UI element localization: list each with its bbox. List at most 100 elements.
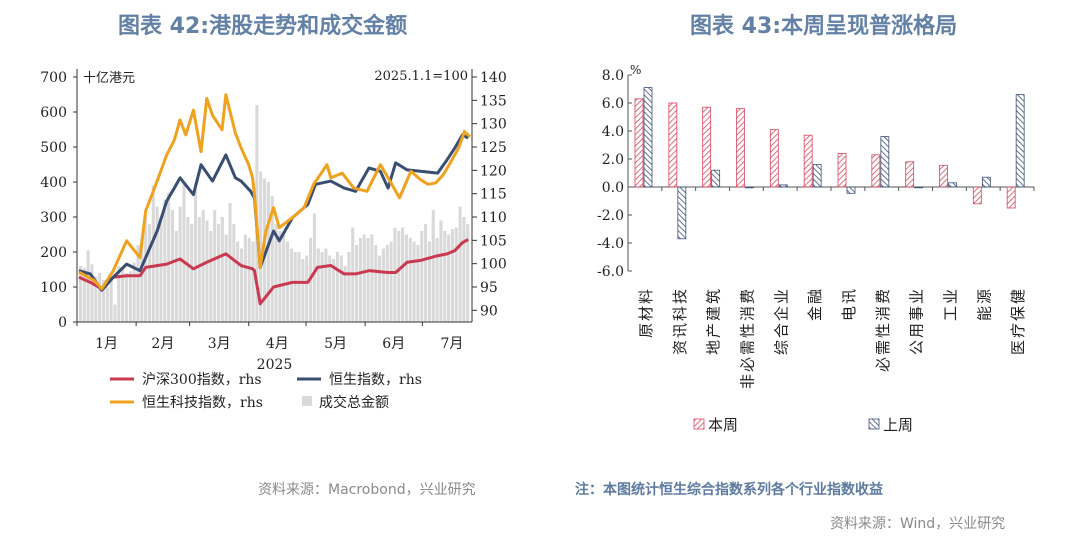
turnover-bar <box>86 250 90 322</box>
turnover-bar <box>466 224 470 322</box>
bar-last-week <box>643 87 653 188</box>
legend-label: 成交总金额 <box>319 394 389 411</box>
turnover-bar <box>305 255 309 322</box>
right-tick-label: 120 <box>480 163 507 179</box>
y-tick-label: 2.0 <box>602 152 624 168</box>
bar-last-week <box>1015 94 1025 188</box>
x-tick-label: 6月 <box>382 336 405 352</box>
bar-last-week <box>778 184 788 188</box>
turnover-bar <box>94 276 98 322</box>
bar-this-week <box>871 154 881 188</box>
y-tick-label: 4.0 <box>602 124 624 140</box>
right-chart-title: 图表 43:本周呈现普涨格局 <box>690 14 958 39</box>
right-tick-label: 110 <box>480 210 507 226</box>
turnover-bar <box>335 252 339 322</box>
turnover-bar <box>170 210 175 322</box>
x-tick-label: 4月 <box>266 336 289 352</box>
turnover-bar <box>454 227 458 322</box>
turnover-bar <box>147 224 152 322</box>
y-tick-label: 0.0 <box>602 180 624 196</box>
turnover-bar <box>243 234 247 322</box>
turnover-bar <box>389 241 393 322</box>
bar-last-week <box>812 164 822 188</box>
turnover-bar <box>343 266 347 322</box>
legend-label: 本周 <box>708 416 738 434</box>
category-label: 公用事业 <box>908 287 926 355</box>
bar-this-week <box>668 102 678 188</box>
turnover-bar <box>289 248 293 322</box>
left-tick-label: 300 <box>40 210 67 226</box>
turnover-bar <box>98 273 102 322</box>
x-tick-label: 1月 <box>95 336 118 352</box>
bar-last-week <box>677 186 687 240</box>
turnover-bar <box>259 171 263 322</box>
turnover-bar <box>232 224 236 322</box>
y-tick-label: 6.0 <box>602 96 624 112</box>
turnover-bar <box>328 255 332 322</box>
legend-label: 恒生科技指数，rhs <box>142 395 263 411</box>
bar-this-week <box>803 134 813 188</box>
turnover-bar <box>101 280 105 322</box>
turnover-bar <box>270 196 274 322</box>
turnover-bar <box>190 224 194 322</box>
turnover-bar <box>381 248 385 322</box>
turnover-bar <box>117 266 121 322</box>
category-label: 地产建筑 <box>705 287 723 355</box>
bar-this-week <box>972 186 982 205</box>
series-line-0 <box>78 238 469 306</box>
turnover-bar <box>182 182 186 322</box>
turnover-bar <box>370 234 374 322</box>
series-line-2 <box>78 93 472 291</box>
y-tick-label: -2.0 <box>597 208 624 224</box>
turnover-bar <box>393 227 397 322</box>
turnover-bar <box>201 210 205 322</box>
turnover-bar <box>266 182 270 322</box>
turnover-bar <box>374 245 378 322</box>
turnover-bar <box>128 271 132 322</box>
turnover-bar <box>320 252 324 322</box>
x-axis-label: 2025 <box>257 357 293 373</box>
left-tick-label: 100 <box>40 280 67 296</box>
turnover-bar <box>420 231 424 322</box>
turnover-bar <box>358 238 362 322</box>
right-tick-label: 135 <box>480 93 507 109</box>
right-tick-label: 90 <box>480 303 498 319</box>
turnover-bar <box>274 224 278 322</box>
turnover-bar <box>312 213 316 322</box>
right-tick-label: 140 <box>480 70 507 86</box>
category-label: 原材料 <box>637 287 655 338</box>
turnover-bar <box>424 224 428 322</box>
left-tick-label: 500 <box>40 140 67 156</box>
turnover-bar <box>286 241 290 322</box>
turnover-bar <box>82 267 86 322</box>
turnover-bar <box>324 248 328 322</box>
legend-swatch <box>868 418 880 430</box>
right-note: 注：本图统计恒生综合指数系列各个行业指数收益 <box>575 482 883 498</box>
right-source: 资料来源：Wind，兴业研究 <box>830 516 1006 532</box>
right-tick-label: 105 <box>480 233 507 249</box>
category-label: 必需性消费 <box>874 287 892 372</box>
turnover-bar <box>443 231 447 322</box>
category-label: 金融 <box>806 287 824 321</box>
x-tick-label: 2月 <box>151 336 174 352</box>
legend-label: 恒生指数，rhs <box>329 372 422 388</box>
turnover-bar <box>216 224 221 322</box>
category-label: 资讯科技 <box>671 287 689 355</box>
y-tick-label: -4.0 <box>597 236 624 252</box>
bar-last-week <box>914 186 924 189</box>
category-label: 电讯 <box>840 287 858 321</box>
category-label: 能源 <box>975 287 993 321</box>
right-tick-label: 100 <box>480 257 507 273</box>
turnover-bar <box>339 255 343 322</box>
y-tick-label: 8.0 <box>602 68 624 84</box>
left-tick-label: 700 <box>40 70 67 86</box>
turnover-bar <box>124 273 128 322</box>
turnover-bar <box>404 234 408 322</box>
right-tick-label: 125 <box>480 140 507 156</box>
turnover-bar <box>251 241 255 322</box>
left-tick-label: 600 <box>40 105 67 121</box>
category-label: 工业 <box>941 287 959 321</box>
bar-this-week <box>939 164 948 188</box>
turnover-bar <box>163 199 167 322</box>
